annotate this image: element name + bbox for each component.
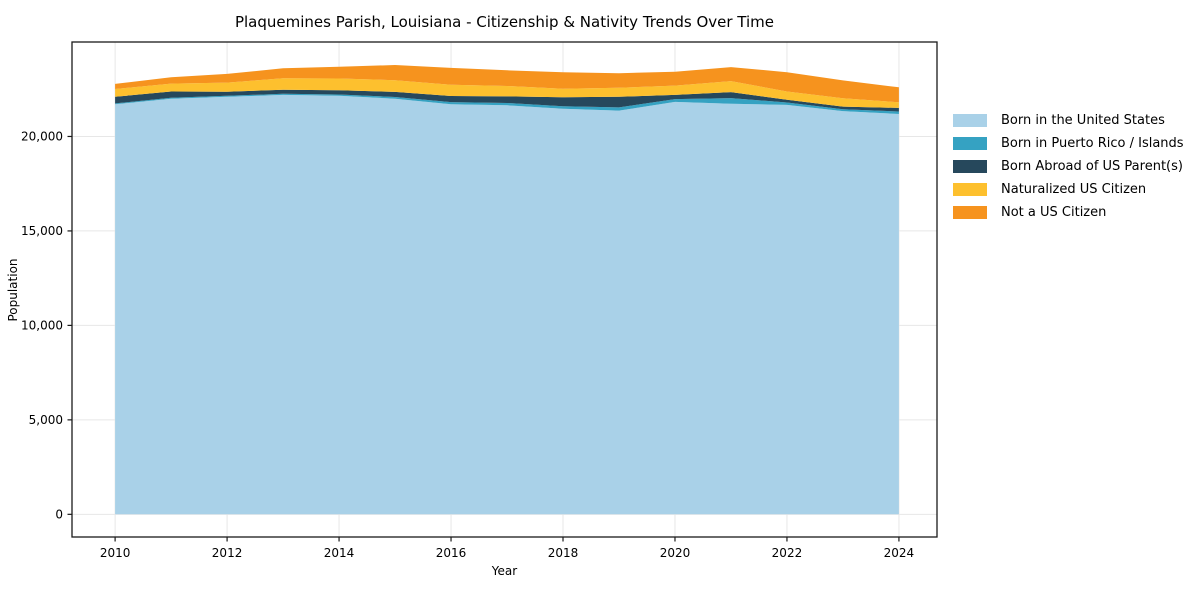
x-tick-label: 2010 [100,546,131,560]
area-series-1 [115,93,899,114]
legend: Born in the United States Born in Puerto … [953,109,1184,224]
x-tick-label: 2012 [212,546,243,560]
plot-area-border [71,41,938,538]
legend-swatch [953,183,987,196]
legend-swatch [953,160,987,173]
y-axis-label: Population [6,258,20,322]
legend-item: Born in the United States [953,109,1184,132]
legend-swatch [953,137,987,150]
x-tick-label: 2022 [772,546,803,560]
legend-item: Not a US Citizen [953,201,1184,224]
x-tick-label: 2014 [324,546,355,560]
legend-swatch [953,114,987,127]
legend-item: Born Abroad of US Parent(s) [953,155,1184,178]
x-tick-label: 2020 [660,546,691,560]
legend-label: Born in the United States [1001,113,1165,128]
y-tick-label: 10,000 [21,318,63,332]
legend-label: Not a US Citizen [1001,205,1107,220]
area-series-2 [115,89,899,112]
legend-item: Born in Puerto Rico / Islands [953,132,1184,155]
x-tick-label: 2016 [436,546,467,560]
x-tick-label: 2024 [884,546,915,560]
y-tick-label: 15,000 [21,224,63,238]
y-tick-label: 5,000 [29,413,63,427]
legend-swatch [953,206,987,219]
x-tick-label: 2018 [548,546,579,560]
legend-item: Naturalized US Citizen [953,178,1184,201]
x-axis-label: Year [491,564,518,578]
legend-label: Born Abroad of US Parent(s) [1001,159,1183,174]
legend-label: Naturalized US Citizen [1001,182,1147,197]
area-series-0 [115,94,899,515]
y-tick-label: 0 [55,507,63,521]
legend-label: Born in Puerto Rico / Islands [1001,136,1184,151]
area-series-3 [115,78,899,108]
y-tick-label: 20,000 [21,129,63,143]
chart-title: Plaquemines Parish, Louisiana - Citizens… [234,13,775,31]
area-series-4 [115,65,899,103]
